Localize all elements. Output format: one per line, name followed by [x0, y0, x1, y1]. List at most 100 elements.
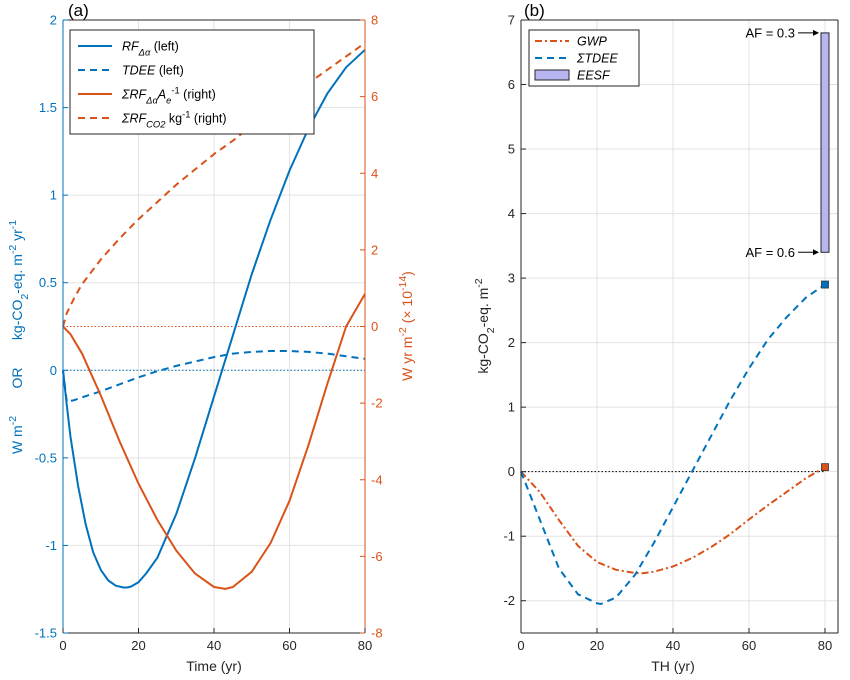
- y-axis-label-part: kg-CO: [475, 333, 491, 374]
- annotation-arrowhead: [813, 29, 819, 36]
- legend-entry-label-part: -1: [171, 86, 179, 96]
- x-tick-label: 40: [207, 638, 221, 653]
- legend-entry-label-part: RF: [122, 40, 140, 54]
- y-tick-label-right: -2: [371, 396, 383, 411]
- y-axis-label-left-line1-part: -1: [7, 220, 19, 229]
- legend-entry-label-part: Δα: [138, 48, 151, 58]
- y-axis-label-right-part: (× 10: [399, 291, 415, 327]
- x-tick-label: 0: [517, 638, 524, 653]
- y-axis-label-left-line1-part: kg-CO: [9, 300, 25, 341]
- legend-entry-label: ΣRFΔαAe-1 (right): [121, 86, 216, 106]
- legend-entry-label-part: EESF: [577, 69, 611, 83]
- legend-entry-label: ΣTDEE: [576, 52, 618, 66]
- x-axis-label: Time (yr): [186, 658, 241, 674]
- legend-entry-label: RFΔα (left): [122, 40, 179, 58]
- y-tick-label: 0: [508, 464, 515, 479]
- legend-entry-label-part: e: [166, 96, 171, 106]
- x-axis-label: TH (yr): [651, 658, 695, 674]
- y-tick-label: -1: [503, 529, 515, 544]
- y-tick-label-left: 0.5: [39, 275, 57, 290]
- y-tick-label: -2: [503, 593, 515, 608]
- legend-entry-label: ΣRFCO2 kg-1 (right): [121, 110, 227, 130]
- legend-entry-label: TDEE (left): [122, 64, 184, 78]
- y-tick-label-left: 0: [50, 363, 57, 378]
- series-line: [62, 350, 366, 403]
- y-axis-label-left-line3: W m-2: [7, 416, 25, 454]
- y-tick-label: 4: [508, 206, 515, 221]
- y-axis-label-right: W yr m-2 (× 10-14): [397, 271, 415, 381]
- legend-entry-label-part: (right): [190, 112, 226, 126]
- legend-entry-label-part: ΣRF: [121, 88, 148, 102]
- y-tick-label-right: -8: [371, 626, 383, 641]
- y-axis-label-right-part: W yr m: [399, 337, 415, 381]
- legend-entry-label-part: (left): [155, 64, 183, 78]
- x-tick-label: 60: [742, 638, 756, 653]
- y-axis-label: kg-CO2-eq. m-2: [473, 278, 497, 373]
- y-tick-label: 2: [508, 335, 515, 350]
- y-tick-label-right: 4: [371, 166, 378, 181]
- y-tick-label-right: -4: [371, 472, 383, 487]
- panel-b: AF = 0.3 AF = 0.6 0 20 40 60 80 -2 -1 0 1 2 3 4 5 6 7 TH …: [473, 1, 839, 674]
- y-axis-label-left-line2: OR: [9, 368, 25, 389]
- legend-entry-label-part: ΣRF: [121, 112, 148, 126]
- y-tick-label-left: -1: [45, 538, 57, 553]
- y-axis-label-left-line1-part: -eq. m: [9, 254, 25, 294]
- legend-entry-label-part: A: [157, 88, 166, 102]
- series-line: [62, 293, 366, 590]
- y-tick-label-left: 1: [50, 188, 57, 203]
- panel-label: (a): [68, 1, 89, 20]
- y-axis-label-part: -eq. m: [475, 288, 491, 328]
- annotation-arrowhead: [813, 249, 819, 256]
- y-tick-label: 5: [508, 142, 515, 157]
- x-tick-label: 60: [282, 638, 296, 653]
- y-axis-label-right-part: -14: [397, 276, 409, 291]
- y-axis-label-left-line1-part: -2: [7, 245, 19, 254]
- legend-entry-label: EESF: [577, 69, 611, 83]
- y-tick-label: 1: [508, 400, 515, 415]
- y-tick-label: 7: [508, 13, 515, 28]
- legend-entry-label-part: -1: [182, 110, 190, 120]
- y-tick-label-right: -6: [371, 549, 383, 564]
- x-tick-label: 20: [131, 638, 145, 653]
- y-axis-label-part: 2: [485, 327, 497, 333]
- y-tick-label-left: 1.5: [39, 100, 57, 115]
- y-tick-label-right: 6: [371, 89, 378, 104]
- x-tick-label: 80: [358, 638, 372, 653]
- legend-entry-label-part: kg: [165, 112, 182, 126]
- y-axis-label-left-line3-part: W m: [9, 425, 25, 454]
- endpoint-marker: [821, 463, 829, 472]
- legend-entry-label-part: CO2: [146, 120, 166, 130]
- x-tick-label: 80: [818, 638, 832, 653]
- y-tick-label-left: -0.5: [35, 450, 57, 465]
- panel-label: (b): [524, 1, 545, 20]
- y-tick-label: 6: [508, 77, 515, 92]
- series-line: [520, 283, 826, 605]
- panel-a: 0 20 40 60 80 -1.5 -1 -0.5 0 0.5 1 1.5 2 -8 -6 -4 -2 0 2 4 6…: [7, 1, 415, 674]
- endpoint-marker: [821, 280, 829, 289]
- af-annotation: AF = 0.6: [746, 245, 796, 260]
- y-axis-label-left-line1: kg-CO2-eq. m-2 yr-1: [7, 220, 31, 340]
- y-tick-label-right: 0: [371, 319, 378, 334]
- legend-entry-label-part: Δα: [145, 96, 158, 106]
- legend-entry-label-part: TDEE: [122, 64, 156, 78]
- eesf-bar: [820, 32, 830, 253]
- legend-entry-label-part: (right): [180, 88, 216, 102]
- y-tick-label: 3: [508, 271, 515, 286]
- legend-entry-label-part: ΣTDEE: [576, 52, 618, 66]
- y-axis-label-right-part: -2: [397, 327, 409, 336]
- legend-box: [69, 29, 315, 135]
- x-tick-label: 40: [666, 638, 680, 653]
- y-axis-label-part: -2: [473, 278, 485, 287]
- y-axis-label-right-part: ): [399, 271, 415, 276]
- legend-entry-label-part: (left): [150, 40, 178, 54]
- y-axis-label-left-line3-part: -2: [7, 416, 19, 425]
- af-annotation: AF = 0.3: [746, 25, 796, 40]
- legend-swatch: [534, 69, 570, 81]
- y-tick-label-left: 2: [50, 13, 57, 28]
- legend-entry-label-part: GWP: [577, 35, 608, 49]
- y-tick-label-left: -1.5: [35, 626, 57, 641]
- y-axis-label-left-line1-part: 2: [19, 294, 31, 300]
- legend-entry-label: GWP: [577, 35, 608, 49]
- y-axis-label-left-line1-part: yr: [9, 229, 25, 245]
